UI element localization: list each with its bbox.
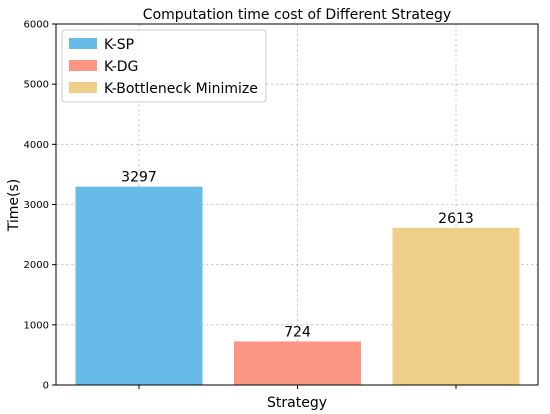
y-tick-label: 5000 bbox=[24, 80, 49, 91]
bar-k-sp bbox=[75, 186, 203, 385]
legend: K-SP K-DG K-Bottleneck Minimize bbox=[61, 29, 267, 103]
bar-value-label: 724 bbox=[284, 324, 311, 340]
y-tick-label: 0 bbox=[43, 381, 49, 392]
legend-swatch bbox=[69, 38, 97, 49]
legend-swatch bbox=[69, 82, 97, 93]
legend-label: K-DG bbox=[104, 59, 138, 75]
data-labels: 3297 724 2613 bbox=[121, 170, 474, 341]
y-tick-label: 4000 bbox=[24, 140, 49, 151]
x-axis bbox=[138, 385, 457, 389]
legend-swatch bbox=[69, 60, 97, 71]
y-tick-label: 6000 bbox=[24, 20, 49, 31]
bar-value-label: 3297 bbox=[121, 170, 157, 186]
y-axis: 0 1000 2000 3000 4000 5000 6000 bbox=[24, 20, 56, 392]
y-tick-label: 3000 bbox=[24, 200, 49, 211]
y-axis-label: Time(s) bbox=[6, 179, 22, 232]
legend-label: K-SP bbox=[104, 37, 134, 53]
legend-box bbox=[61, 29, 267, 103]
legend-label: K-Bottleneck Minimize bbox=[104, 81, 258, 97]
plot-frame bbox=[55, 23, 539, 386]
y-tick-label: 2000 bbox=[24, 260, 49, 271]
y-tick-label: 1000 bbox=[24, 320, 49, 331]
x-axis-label: Strategy bbox=[267, 395, 327, 411]
bars bbox=[75, 186, 520, 385]
chart-title: Computation time cost of Different Strat… bbox=[143, 7, 451, 23]
bar-value-label: 2613 bbox=[438, 211, 474, 227]
bar-k-dg bbox=[234, 341, 361, 385]
bar-k-bottleneck-minimize bbox=[392, 227, 520, 385]
